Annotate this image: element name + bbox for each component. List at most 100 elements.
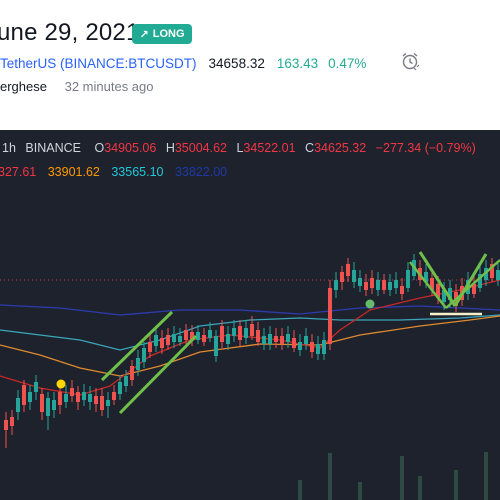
- candle-body: [202, 335, 206, 342]
- candle-body: [292, 338, 296, 348]
- idea-header: une 29, 2021 ↗ LONG TetherUS (BINANCE:BT…: [0, 0, 500, 130]
- candle-body: [382, 280, 386, 290]
- candle-body: [58, 392, 62, 405]
- candle-body: [352, 270, 356, 282]
- candle-body: [166, 335, 170, 345]
- close-value: 34625.32: [314, 141, 367, 155]
- symbol-link[interactable]: TetherUS (BINANCE:BTCUSDT): [0, 55, 197, 71]
- ma-value-orange: 33901.62: [47, 165, 100, 179]
- candle-body: [88, 394, 92, 402]
- candle-body: [268, 334, 272, 344]
- candle-body: [22, 385, 26, 405]
- candle-body: [196, 332, 200, 340]
- candle-body: [154, 335, 158, 346]
- v-pattern-right-outer: [453, 253, 488, 307]
- candle-body: [148, 342, 152, 352]
- candle-body: [112, 392, 116, 400]
- candle-body: [118, 382, 122, 394]
- candle-body: [436, 284, 440, 298]
- candle-body: [310, 342, 314, 352]
- candle-body: [82, 392, 86, 400]
- high-value: 35004.62: [174, 141, 227, 155]
- candle-body: [226, 334, 230, 344]
- long-badge: ↗ LONG: [132, 24, 192, 44]
- candle-body: [232, 328, 236, 336]
- candle-body: [328, 288, 332, 344]
- low-value: 34522.01: [243, 141, 296, 155]
- candle-body: [424, 272, 428, 282]
- candle-body: [130, 366, 134, 380]
- candle-body: [286, 334, 290, 342]
- volume-bar: [400, 456, 404, 500]
- candle-body: [256, 330, 260, 342]
- candle-body: [376, 280, 380, 290]
- alarm-clock-icon[interactable]: [400, 51, 420, 71]
- candle-body: [400, 286, 404, 294]
- publish-date: une 29, 2021: [0, 19, 140, 46]
- candle-body: [334, 280, 338, 290]
- candle-body: [46, 398, 50, 416]
- channel-upper-line: [100, 310, 174, 382]
- chart-panel[interactable]: 1h BINANCE O34905.06 H35004.62 L34522.01…: [0, 130, 500, 500]
- candle-body: [370, 278, 374, 288]
- signal-dot-yellow: [56, 379, 66, 389]
- candle-body: [340, 272, 344, 282]
- candle-body: [136, 358, 140, 370]
- candle-body: [496, 270, 500, 280]
- v-pattern-left-inner: [409, 261, 447, 309]
- high-label: H: [165, 141, 175, 155]
- timeframe-label[interactable]: 1h: [2, 141, 16, 155]
- ma-value-cyan: 33565.10: [111, 165, 164, 179]
- candle-body: [34, 382, 38, 392]
- trendline-drawings: [56, 251, 500, 415]
- ohlc-legend: 1h BINANCE O34905.06 H35004.62 L34522.01…: [2, 141, 482, 155]
- v-pattern-right-inner: [445, 259, 500, 309]
- candle-body: [100, 396, 104, 410]
- exchange-label: BINANCE: [25, 141, 81, 155]
- candle-body: [430, 278, 434, 290]
- candle-body: [16, 398, 20, 412]
- author-name[interactable]: erghese: [0, 79, 47, 94]
- volume-bar: [298, 480, 302, 500]
- channel-lower-line: [118, 334, 198, 415]
- ma-value-red: 327.61: [0, 165, 37, 179]
- candle-body: [394, 280, 398, 288]
- volume-bar: [328, 453, 332, 500]
- open-label: O: [94, 141, 105, 155]
- candle-body: [40, 394, 44, 412]
- volume-bar: [484, 452, 488, 500]
- close-label: C: [305, 141, 315, 155]
- candle-body: [220, 326, 224, 342]
- candle-body: [442, 290, 446, 302]
- candle-body: [76, 392, 80, 402]
- candle-body: [250, 324, 254, 336]
- candle-body: [274, 336, 278, 342]
- candle-body: [322, 340, 326, 354]
- ma-line-orange: [0, 315, 500, 377]
- time-ago: 32 minutes ago: [64, 79, 154, 94]
- signal-dot-green: [365, 299, 375, 309]
- candle-body: [4, 420, 8, 430]
- candle-body: [10, 417, 14, 426]
- v-pattern-left-outer: [418, 251, 457, 307]
- low-label: L: [236, 141, 244, 155]
- candle-body: [244, 328, 248, 338]
- candle-body: [316, 344, 320, 354]
- candle-body: [358, 278, 362, 286]
- candle-body: [262, 336, 266, 344]
- candle-body: [298, 342, 302, 350]
- moving-average-lines: [0, 279, 500, 396]
- candle-body: [184, 330, 188, 340]
- moving-average-legend: 327.61 33901.62 33565.10 33822.00: [0, 165, 235, 179]
- ma-line-cyan: [0, 314, 500, 351]
- candle-body: [388, 282, 392, 290]
- arrow-up-right-icon: ↗: [139, 28, 149, 41]
- candle-body: [28, 392, 32, 402]
- candle-body: [406, 270, 410, 288]
- candle-body: [190, 332, 194, 340]
- candle-body: [346, 264, 350, 276]
- chart-canvas[interactable]: [0, 130, 500, 500]
- ma-line-red: [0, 279, 500, 396]
- price-change-percent: 0.47%: [328, 55, 367, 71]
- change-value: −277.34 (−0.79%): [375, 141, 476, 155]
